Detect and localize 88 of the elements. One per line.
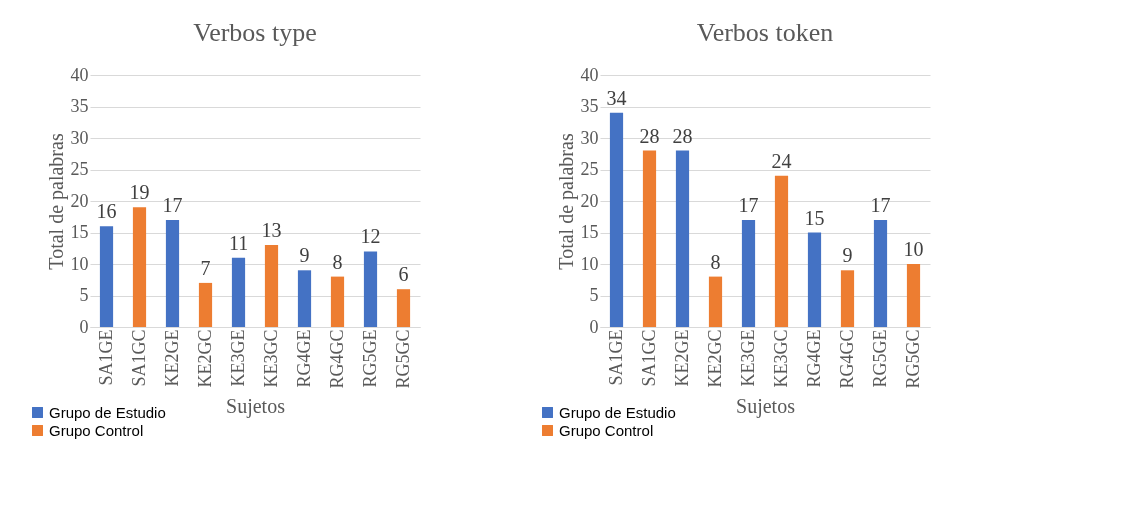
data-label: 28 [639,124,660,147]
x-tick-label: RG5GE [359,329,380,388]
y-tick-label: 10 [70,253,89,274]
y-tick-label: 30 [70,127,89,148]
x-tick-label: RG4GC [836,329,857,389]
legend-label: Grupo de Estudio [559,403,676,421]
y-tick-label: 40 [580,64,599,85]
bar [330,276,345,327]
bar [396,289,411,327]
bar [99,226,114,327]
x-tick-label: RG4GE [803,329,824,388]
data-label: 17 [870,193,891,216]
data-label: 10 [903,238,924,260]
y-tick-label: 20 [70,190,89,211]
x-tick-label: SA1GC [638,329,659,387]
x-tick-label: SA1GE [95,329,116,386]
bar [774,175,789,327]
y-axis-title: Total de palabras [44,133,68,270]
chart-title: Verbos type [193,18,317,47]
data-label: 19 [129,181,150,204]
x-tick-label: RG4GC [326,329,347,389]
data-label: 17 [162,193,183,216]
bar [675,150,690,327]
bar [906,264,921,327]
chart-title: Verbos token [696,18,834,47]
data-label: 9 [842,244,853,267]
x-tick-label: RG4GE [293,329,314,388]
data-label: 16 [96,200,117,223]
y-tick-label: 15 [70,222,89,242]
bar [741,219,756,327]
data-label: 13 [261,219,282,242]
y-tick-label: 35 [70,96,89,116]
legend-label: Grupo Control [559,421,654,439]
x-tick-label: RG5GC [902,329,923,389]
x-tick-label: KE3GE [227,329,248,387]
bar [807,232,822,327]
data-label: 17 [738,193,759,216]
x-tick-label: KE3GC [770,329,791,388]
data-label: 15 [804,206,825,229]
x-tick-label: SA1GC [128,329,149,387]
data-label: 24 [771,149,792,172]
x-tick-label: RG5GE [869,329,890,388]
y-tick-label: 25 [580,159,599,179]
bar [873,219,888,327]
x-tick-label: KE2GC [194,329,215,388]
bar [231,257,246,327]
bar [264,245,279,327]
y-tick-label: 5 [79,285,89,305]
data-label: 28 [672,124,693,147]
legend-label: Grupo de Estudio [49,403,166,421]
data-label: 34 [606,86,627,109]
bar [198,282,213,327]
bar [297,270,312,327]
x-tick-label: KE3GE [737,329,758,387]
x-axis-title: Sujetos [226,394,286,418]
y-tick-label: 20 [580,190,599,211]
y-tick-label: 30 [580,127,599,148]
bar [642,150,657,327]
data-label: 11 [228,231,249,254]
y-tick-label: 35 [580,96,599,116]
data-label: 8 [332,250,343,273]
x-axis-title: Sujetos [736,394,796,418]
bar [132,207,147,327]
x-tick-label: SA1GE [605,329,626,386]
y-tick-label: 0 [79,316,89,337]
x-tick-label: KE2GE [161,329,182,387]
y-tick-label: 10 [580,253,599,274]
y-tick-label: 25 [70,159,89,179]
bar [708,276,723,327]
data-label: 9 [299,244,310,267]
legend-label: Grupo Control [49,421,144,439]
y-tick-label: 5 [589,285,599,305]
data-label: 6 [398,263,409,286]
y-tick-label: 40 [70,64,89,85]
bar [165,219,180,327]
y-tick-label: 0 [589,316,599,337]
bar [840,270,855,327]
data-label: 8 [710,250,721,273]
bar [363,251,378,327]
x-tick-label: KE2GC [704,329,725,388]
y-axis-title: Total de palabras [554,133,578,270]
bar [609,112,624,327]
y-tick-label: 15 [580,222,599,242]
data-label: 12 [360,225,381,248]
x-tick-label: RG5GC [392,329,413,389]
x-tick-label: KE3GC [260,329,281,388]
x-tick-label: KE2GE [671,329,692,387]
data-label: 7 [200,256,211,279]
